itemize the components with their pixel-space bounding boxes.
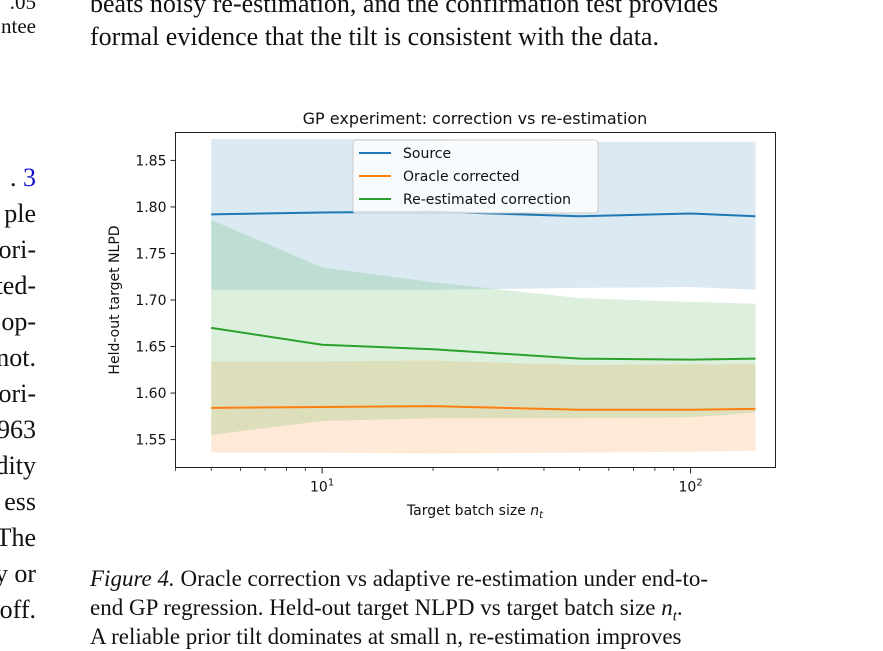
figure-caption-line-3: A reliable prior tilt dominates at small… bbox=[90, 624, 682, 649]
nlpd-chart: GP experiment: correction vs re-estimati… bbox=[107, 109, 776, 521]
y-tick-label: 1.75 bbox=[135, 246, 166, 262]
caption-text-1: Oracle correction vs adaptive re-estimat… bbox=[174, 566, 709, 591]
y-tick-label: 1.60 bbox=[135, 386, 166, 402]
body-text-line-1: beats noisy re-estimation, and the confi… bbox=[90, 0, 719, 18]
x-axis-label-text: Target batch size bbox=[406, 503, 530, 519]
caption-text-2-end: . bbox=[676, 595, 683, 620]
left-column-reference-line: . 3 bbox=[10, 163, 36, 193]
left-column-ref-prefix: . bbox=[10, 163, 23, 192]
y-tick-label: 1.85 bbox=[135, 153, 166, 169]
section-reference-link[interactable]: 3 bbox=[23, 163, 36, 192]
left-column-line: off. bbox=[0, 595, 36, 624]
x-tick-label: 101 bbox=[310, 478, 334, 496]
legend-box bbox=[352, 139, 599, 214]
figure-caption-line-2: end GP regression. Held-out target NLPD … bbox=[90, 593, 683, 632]
left-column-line: not. bbox=[0, 343, 36, 372]
band-0 bbox=[211, 139, 756, 290]
chart-title: GP experiment: correction vs re-estimati… bbox=[303, 109, 648, 128]
y-tick-label: 1.80 bbox=[135, 200, 166, 216]
series-line-2 bbox=[211, 326, 756, 361]
caption-text-2: end GP regression. Held-out target NLPD … bbox=[90, 595, 662, 620]
x-axis-ticks: 101 102 bbox=[175, 467, 703, 496]
x-tick-label: 102 bbox=[678, 478, 702, 496]
left-column-line: The bbox=[0, 523, 36, 552]
x-axis-label: Target batch size nt bbox=[406, 503, 544, 521]
legend-label: Re-estimated correction bbox=[403, 192, 571, 208]
x-axis-label-var: n bbox=[530, 503, 539, 519]
y-axis-label: Held-out target NLPD bbox=[107, 225, 123, 374]
band-2 bbox=[211, 220, 756, 435]
chart-legend: Source Oracle corrected Re-estimated corre… bbox=[352, 139, 599, 214]
y-axis-ticks: 1.55 1.60 1.65 1.70 1.75 1.80 1.85 bbox=[135, 153, 176, 449]
legend-label: Oracle corrected bbox=[403, 169, 520, 185]
left-column-line: ori- bbox=[0, 379, 36, 408]
caption-math-sub: t bbox=[672, 608, 677, 625]
series-line-0 bbox=[211, 210, 756, 218]
y-tick-label: 1.70 bbox=[135, 293, 166, 309]
figure-caption-line-1: Figure 4. Oracle correction vs adaptive … bbox=[90, 564, 708, 593]
left-column-line: op- bbox=[1, 307, 36, 336]
left-column-fragment-1: .05 bbox=[9, 0, 36, 14]
body-text-line-2: formal evidence that the tilt is consist… bbox=[90, 22, 659, 51]
series-line-1 bbox=[211, 405, 756, 411]
left-column-line: 963 bbox=[0, 415, 36, 444]
y-tick-label: 1.65 bbox=[135, 340, 166, 356]
caption-math-n: n bbox=[661, 595, 673, 620]
left-column-line: ess bbox=[4, 487, 36, 516]
left-column-line: ori- bbox=[0, 235, 36, 264]
y-tick-label: 1.55 bbox=[135, 433, 166, 449]
left-column-line: ple bbox=[4, 199, 36, 228]
x-axis-label-sub: t bbox=[539, 510, 544, 521]
left-column-line: ted- bbox=[0, 271, 36, 300]
left-column-line: dity bbox=[0, 451, 36, 480]
left-column-line: y or bbox=[0, 559, 36, 588]
legend-label: Source bbox=[403, 146, 451, 162]
figure-label: Figure 4. bbox=[90, 566, 175, 591]
series-lines bbox=[211, 210, 756, 411]
left-column-fragment-2: ntee bbox=[1, 14, 36, 38]
